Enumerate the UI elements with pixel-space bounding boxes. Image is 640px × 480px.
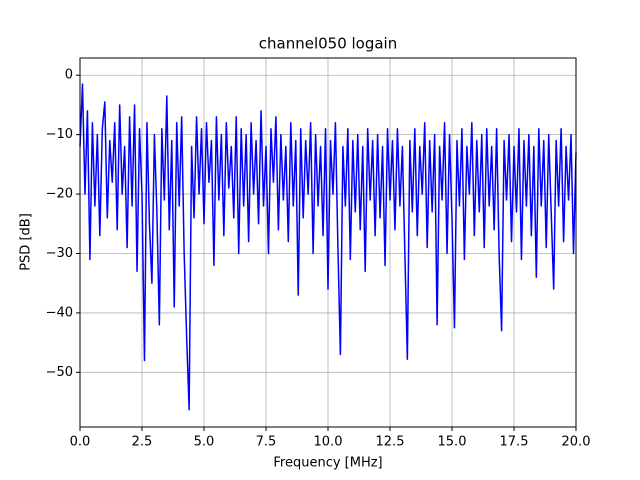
- y-tick-label: −30: [46, 246, 73, 261]
- x-tick-label: 17.5: [500, 435, 529, 450]
- x-tick-label: 15.0: [438, 435, 467, 450]
- y-tick-label: −40: [46, 305, 73, 320]
- x-tick-label: 0.0: [70, 435, 91, 450]
- y-tick-label: −50: [46, 365, 73, 380]
- plot-area: [79, 83, 577, 411]
- x-tick-label: 20.0: [562, 435, 591, 450]
- chart-title: channel050 logain: [259, 35, 398, 53]
- x-tick-label: 2.5: [132, 435, 153, 450]
- x-tick-label: 10.0: [314, 435, 343, 450]
- x-tick-label: 12.5: [376, 435, 405, 450]
- y-tick-label: −10: [46, 127, 73, 142]
- psd-line: [79, 83, 577, 411]
- y-tick-label: −20: [46, 187, 73, 202]
- y-axis-label: PSD [dB]: [19, 213, 34, 271]
- x-tick-label: 7.5: [256, 435, 277, 450]
- x-tick-label: 5.0: [194, 435, 215, 450]
- x-axis-label: Frequency [MHz]: [273, 456, 382, 471]
- y-tick-label: 0: [65, 68, 73, 83]
